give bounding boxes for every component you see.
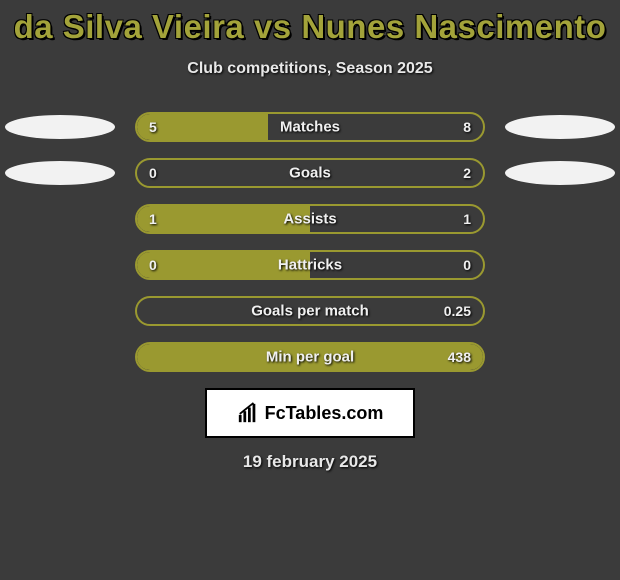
stat-label: Hattricks bbox=[278, 257, 342, 274]
stat-row: 0 Hattricks 0 bbox=[0, 250, 620, 280]
stat-value-right: 438 bbox=[448, 349, 471, 365]
stat-value-left: 0 bbox=[149, 165, 157, 181]
stat-label: Assists bbox=[283, 211, 336, 228]
stat-row: 0 Goals 2 bbox=[0, 158, 620, 188]
chart-icon bbox=[237, 402, 259, 424]
stat-label: Goals per match bbox=[251, 303, 369, 320]
stat-value-right: 8 bbox=[463, 119, 471, 135]
player-badge-left bbox=[5, 161, 115, 185]
comparison-card: da Silva Vieira vs Nunes Nascimento Club… bbox=[0, 0, 620, 472]
player-badge-right bbox=[505, 161, 615, 185]
stat-bar: 5 Matches 8 bbox=[135, 112, 485, 142]
stat-row: 5 Matches 8 bbox=[0, 112, 620, 142]
stat-value-left: 5 bbox=[149, 119, 157, 135]
player-badge-right bbox=[505, 115, 615, 139]
stat-bar: Min per goal 438 bbox=[135, 342, 485, 372]
date-label: 19 february 2025 bbox=[0, 452, 620, 472]
stat-row: 1 Assists 1 bbox=[0, 204, 620, 234]
stat-value-left: 1 bbox=[149, 211, 157, 227]
logo-box[interactable]: FcTables.com bbox=[205, 388, 415, 438]
logo-text: FcTables.com bbox=[265, 403, 384, 424]
stat-value-left: 0 bbox=[149, 257, 157, 273]
player-badge-left bbox=[5, 115, 115, 139]
stat-row: Min per goal 438 bbox=[0, 342, 620, 372]
stat-label: Min per goal bbox=[266, 349, 354, 366]
stat-bar: 0 Hattricks 0 bbox=[135, 250, 485, 280]
stat-bar: 1 Assists 1 bbox=[135, 204, 485, 234]
stat-label: Matches bbox=[280, 119, 340, 136]
stat-value-right: 2 bbox=[463, 165, 471, 181]
stat-bar: Goals per match 0.25 bbox=[135, 296, 485, 326]
stat-value-right: 0.25 bbox=[444, 303, 471, 319]
subtitle: Club competitions, Season 2025 bbox=[0, 60, 620, 78]
stats-bar-list: 5 Matches 8 0 Goals 2 1 Assists 1 0 Hattricks 0 Goal… bbox=[0, 112, 620, 372]
stat-row: Goals per match 0.25 bbox=[0, 296, 620, 326]
stat-bar: 0 Goals 2 bbox=[135, 158, 485, 188]
stat-label: Goals bbox=[289, 165, 331, 182]
stat-value-right: 1 bbox=[463, 211, 471, 227]
page-title: da Silva Vieira vs Nunes Nascimento bbox=[0, 8, 620, 46]
stat-value-right: 0 bbox=[463, 257, 471, 273]
